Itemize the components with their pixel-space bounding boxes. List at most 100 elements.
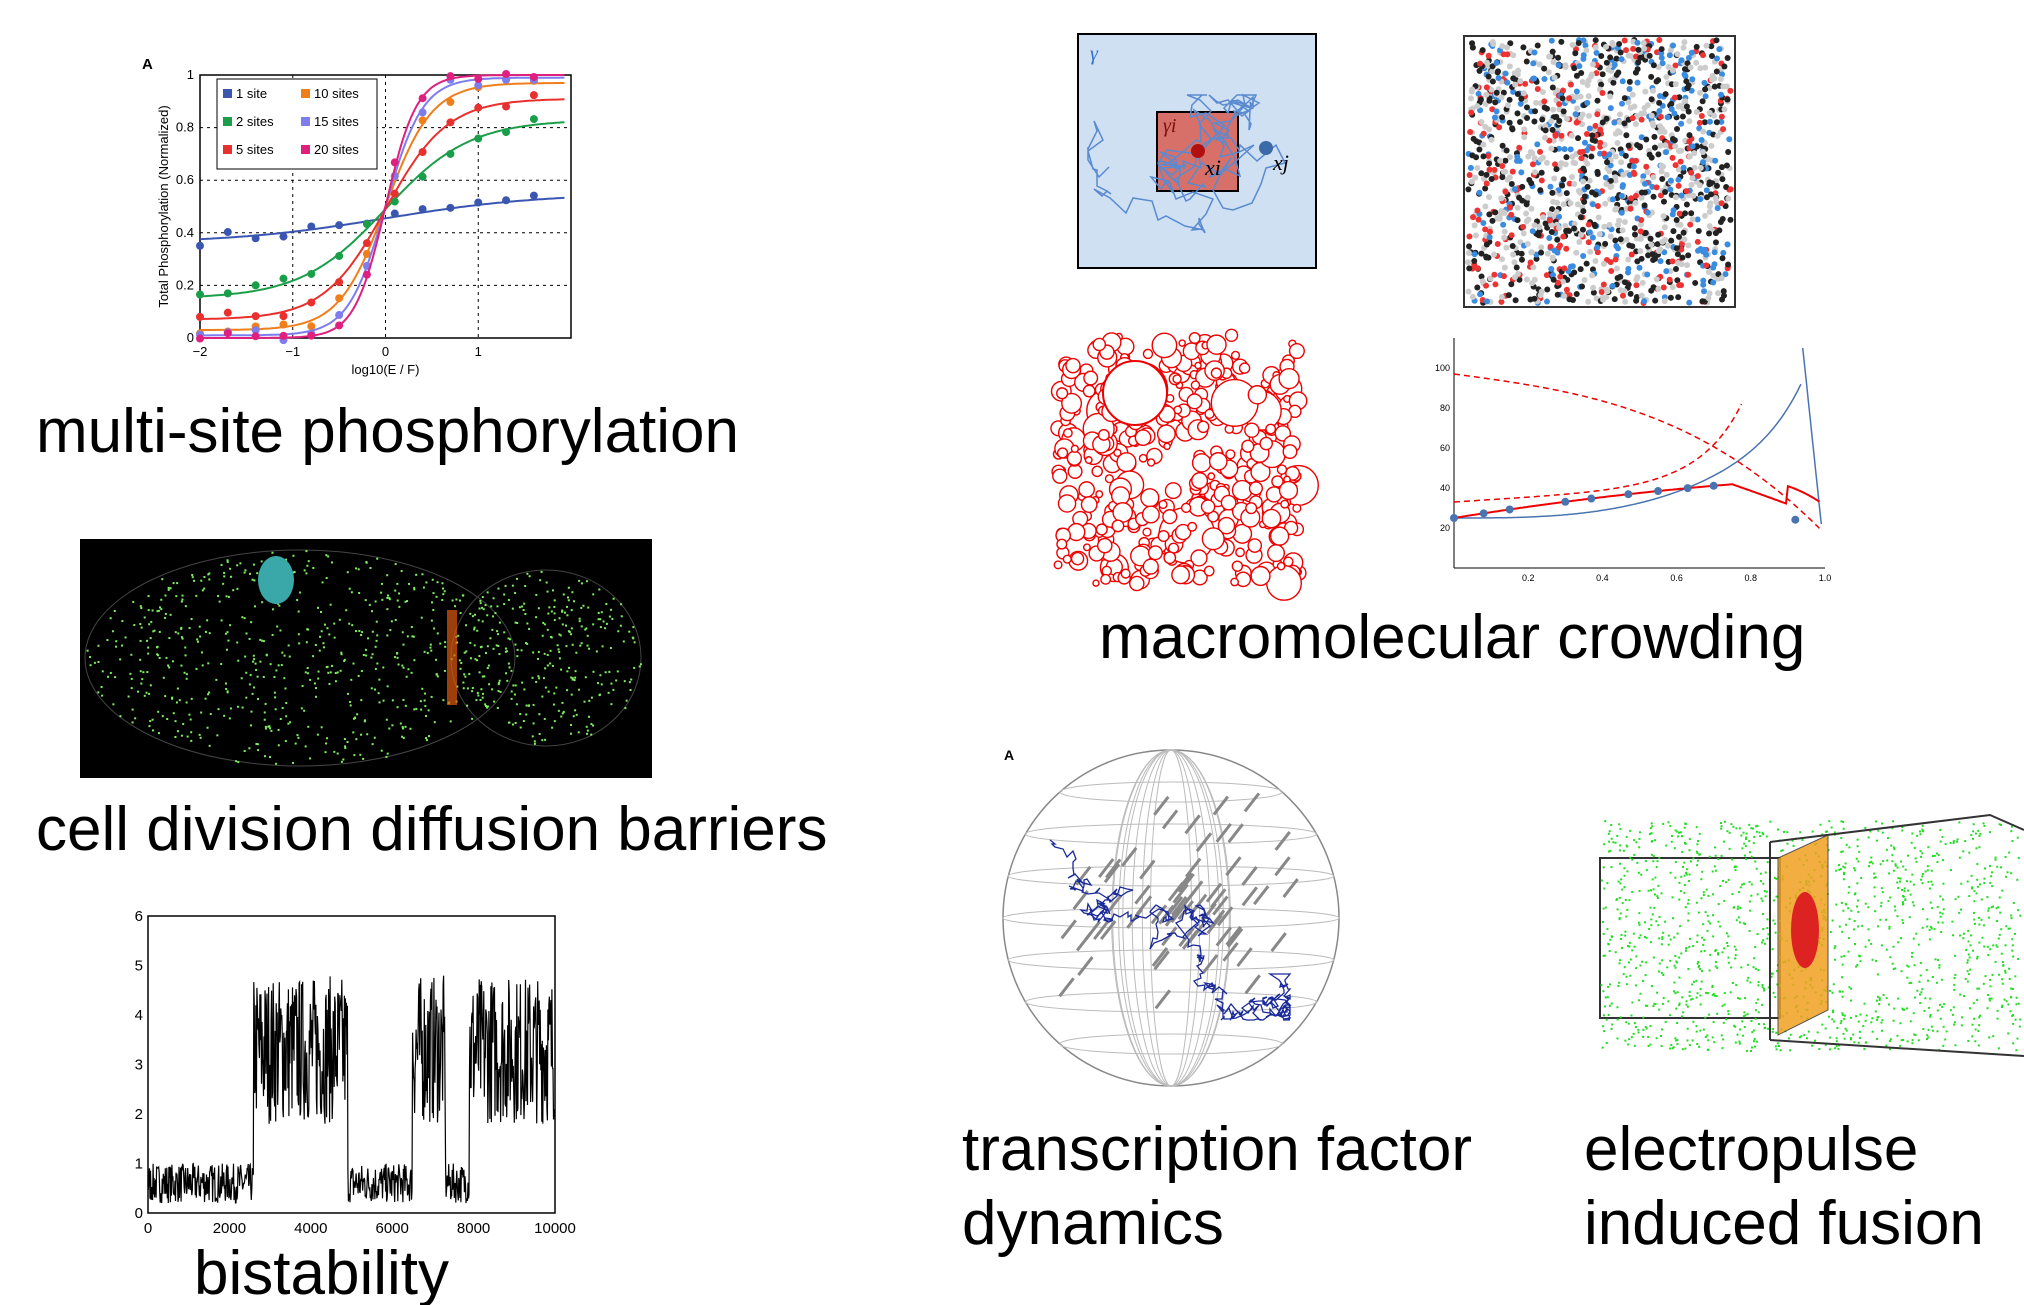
dot (191, 618, 193, 620)
dot (601, 683, 603, 685)
dot (1656, 248, 1662, 254)
dot (173, 712, 175, 714)
dot (406, 676, 408, 678)
dot (1514, 110, 1520, 116)
dot (494, 612, 496, 614)
dot (1598, 53, 1604, 59)
dot (1838, 864, 1840, 866)
dot (1590, 61, 1596, 67)
dot (1911, 842, 1913, 844)
dot (1651, 134, 1657, 140)
dot (1568, 200, 1574, 206)
dot (505, 585, 507, 587)
dot (1615, 70, 1621, 76)
dot (600, 626, 602, 628)
dot (558, 651, 560, 653)
dot (1674, 955, 1676, 957)
dot (1608, 841, 1610, 843)
dot (1701, 970, 1703, 972)
dot (2007, 1032, 2009, 1034)
dot (624, 680, 626, 682)
dot (1607, 93, 1613, 99)
dot (1576, 63, 1582, 69)
bistability-plot: 01234560200040006000800010000 (135, 908, 576, 1237)
dot (428, 735, 430, 737)
dot (1645, 252, 1651, 258)
dot (1846, 1030, 1848, 1032)
dot (1732, 826, 1734, 828)
dot (1926, 926, 1928, 928)
dot (1637, 1029, 1639, 1031)
axes-frame (148, 916, 555, 1213)
dot (1633, 276, 1639, 282)
marker (530, 192, 538, 200)
dot (2001, 953, 2003, 955)
dot (1638, 1031, 1640, 1033)
dot (472, 615, 474, 617)
dot (1555, 292, 1561, 298)
dot (1674, 847, 1676, 849)
crowder (1164, 443, 1170, 449)
dot (1669, 825, 1671, 827)
dot (1757, 984, 1759, 986)
dot (1639, 117, 1645, 123)
dot (1882, 891, 1884, 893)
dot (282, 707, 284, 709)
x-tick-label: 0.2 (1522, 573, 1535, 583)
dot (1597, 231, 1603, 237)
dot (620, 603, 622, 605)
dot (1741, 1020, 1743, 1022)
dot (1720, 828, 1722, 830)
dot (114, 676, 116, 678)
dot (284, 655, 286, 657)
y-tick-label: 20 (1440, 523, 1450, 533)
dot (1512, 82, 1518, 88)
dot (1676, 1043, 1678, 1045)
barrier (447, 610, 457, 705)
dot (1566, 95, 1572, 101)
dot (1946, 1030, 1948, 1032)
dot (482, 620, 484, 622)
dot (1708, 1014, 1710, 1016)
crowder (1071, 445, 1078, 452)
dot (516, 655, 518, 657)
dot (521, 682, 523, 684)
dot (420, 709, 422, 711)
dot (1694, 44, 1700, 50)
dot (612, 689, 614, 691)
dot (1922, 927, 1924, 929)
dot (306, 628, 308, 630)
dot (305, 671, 307, 673)
dot (1831, 1018, 1833, 1020)
dot (320, 611, 322, 613)
dot (1477, 61, 1483, 67)
dot (176, 582, 178, 584)
dot (1657, 123, 1663, 129)
dot (1515, 91, 1521, 97)
dot (1549, 190, 1555, 196)
crowder (1066, 359, 1080, 373)
dot (1859, 960, 1861, 962)
dot (1762, 913, 1764, 915)
dot (2006, 1000, 2008, 1002)
dot (1738, 916, 1740, 918)
dot (1932, 884, 1934, 886)
dot (425, 581, 427, 583)
dot (1641, 40, 1647, 46)
dot (1562, 223, 1568, 229)
dot (150, 621, 152, 623)
dot (1713, 1021, 1715, 1023)
dot (547, 664, 549, 666)
dot (623, 640, 625, 642)
dot (375, 646, 377, 648)
dot (535, 616, 537, 618)
dot (474, 627, 476, 629)
dot (1655, 77, 1661, 83)
dot (1589, 132, 1595, 138)
dot (1503, 245, 1509, 251)
dot (1996, 907, 1998, 909)
dot (544, 718, 546, 720)
dot (278, 605, 280, 607)
dot (1497, 216, 1503, 222)
crowder (1211, 380, 1258, 427)
